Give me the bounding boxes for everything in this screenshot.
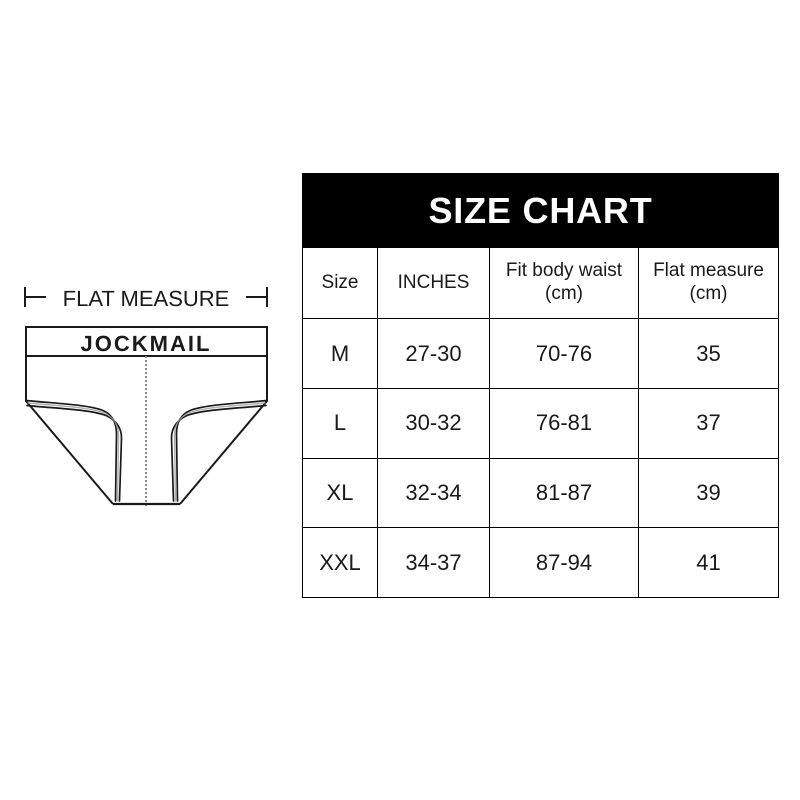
svg-text:JOCKMAIL: JOCKMAIL xyxy=(81,331,212,356)
svg-text:FLAT MEASURE: FLAT MEASURE xyxy=(63,286,230,311)
